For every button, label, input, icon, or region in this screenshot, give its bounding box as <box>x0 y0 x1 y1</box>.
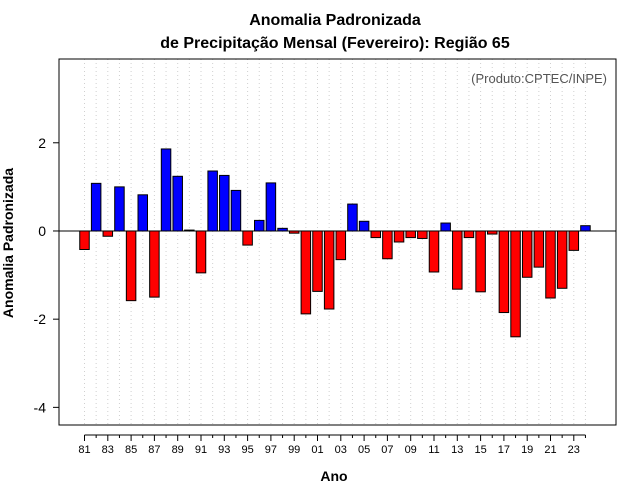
x-tick-label: 81 <box>78 444 90 456</box>
bar-16 <box>487 230 498 235</box>
bar-14 <box>463 230 475 239</box>
x-tick-label: 15 <box>474 444 486 456</box>
x-tick-label: 03 <box>335 444 347 456</box>
bar-22 <box>556 230 568 289</box>
bar-99 <box>288 230 300 234</box>
y-axis-label: Anomalia Padronizada <box>0 168 16 318</box>
x-tick-label: 07 <box>381 444 393 456</box>
y-tick-label: -2 <box>34 311 47 327</box>
x-tick-label: 93 <box>218 444 230 456</box>
bar-08 <box>393 230 405 243</box>
bar-93 <box>219 174 230 232</box>
credit-annotation: (Produto:CPTEC/INPE) <box>471 71 607 86</box>
bar-24 <box>580 225 591 232</box>
bar-85 <box>125 230 137 302</box>
bar-82 <box>90 182 102 232</box>
bar-92 <box>207 170 218 232</box>
x-tick-label: 97 <box>265 444 277 456</box>
bar-91 <box>195 230 207 274</box>
x-tick-label: 21 <box>544 444 556 456</box>
bar-17 <box>498 230 510 314</box>
bar-89 <box>172 175 183 232</box>
bar-84 <box>114 186 125 232</box>
bar-21 <box>545 230 556 299</box>
bar-03 <box>335 230 347 261</box>
bar-15 <box>475 230 486 293</box>
bar-11 <box>428 230 440 273</box>
x-tick-label: 85 <box>125 444 137 456</box>
y-tick-label: -4 <box>34 399 47 415</box>
bar-06 <box>370 230 381 239</box>
plot-frame <box>58 58 617 426</box>
y-tick-label: 2 <box>38 135 46 151</box>
bar-04 <box>347 203 358 232</box>
x-tick-label: 83 <box>102 444 114 456</box>
bar-95 <box>242 230 253 246</box>
bar-83 <box>102 230 114 237</box>
x-tick-label: 13 <box>451 444 463 456</box>
bar-23 <box>568 230 580 251</box>
bar-05 <box>358 220 370 232</box>
bar-90 <box>184 229 195 232</box>
x-axis: 81 83 85 87 89 91 93 95 97 99 01 03 05 07 09 11 13 15 17 19… <box>78 434 586 456</box>
chart-subtitle: de Precipitação Mensal (Fevereiro): Regi… <box>160 35 510 52</box>
x-axis-label: Ano <box>320 468 347 484</box>
x-tick-label: 19 <box>521 444 533 456</box>
x-tick-label: 91 <box>195 444 207 456</box>
x-tick-label: 11 <box>428 444 439 456</box>
x-tick-label: 01 <box>311 444 323 456</box>
x-tick-label: 05 <box>358 444 370 456</box>
bar-10 <box>417 230 428 239</box>
bar-87 <box>149 230 160 298</box>
bar-19 <box>521 230 533 278</box>
y-tick-label: 0 <box>38 223 46 239</box>
bar-20 <box>533 230 545 268</box>
chart-title: Anomalia Padronizada <box>249 12 421 29</box>
y-axis: -4 -2 0 2 <box>34 135 59 415</box>
bar-86 <box>137 194 148 232</box>
bar-98 <box>277 227 288 232</box>
bar-96 <box>254 219 265 232</box>
x-tick-label: 17 <box>498 444 510 456</box>
bar-88 <box>160 148 172 232</box>
bar-97 <box>265 182 277 232</box>
bar-02 <box>323 230 335 310</box>
x-tick-label: 89 <box>172 444 184 456</box>
x-tick-label: 23 <box>568 444 580 456</box>
bar-07 <box>382 230 393 260</box>
bar-18 <box>510 230 521 338</box>
bar-09 <box>405 230 416 239</box>
bar-81 <box>79 230 90 250</box>
bar-12 <box>440 222 451 232</box>
bar-00 <box>300 230 312 315</box>
bar-01 <box>312 230 323 292</box>
x-tick-label: 99 <box>288 444 300 456</box>
bar-13 <box>452 230 463 290</box>
x-tick-label: 95 <box>241 444 253 456</box>
x-tick-label: 09 <box>405 444 417 456</box>
bars-group <box>79 148 591 338</box>
grid-lines <box>84 59 586 425</box>
x-tick-label: 87 <box>148 444 160 456</box>
bar-94 <box>230 189 242 232</box>
